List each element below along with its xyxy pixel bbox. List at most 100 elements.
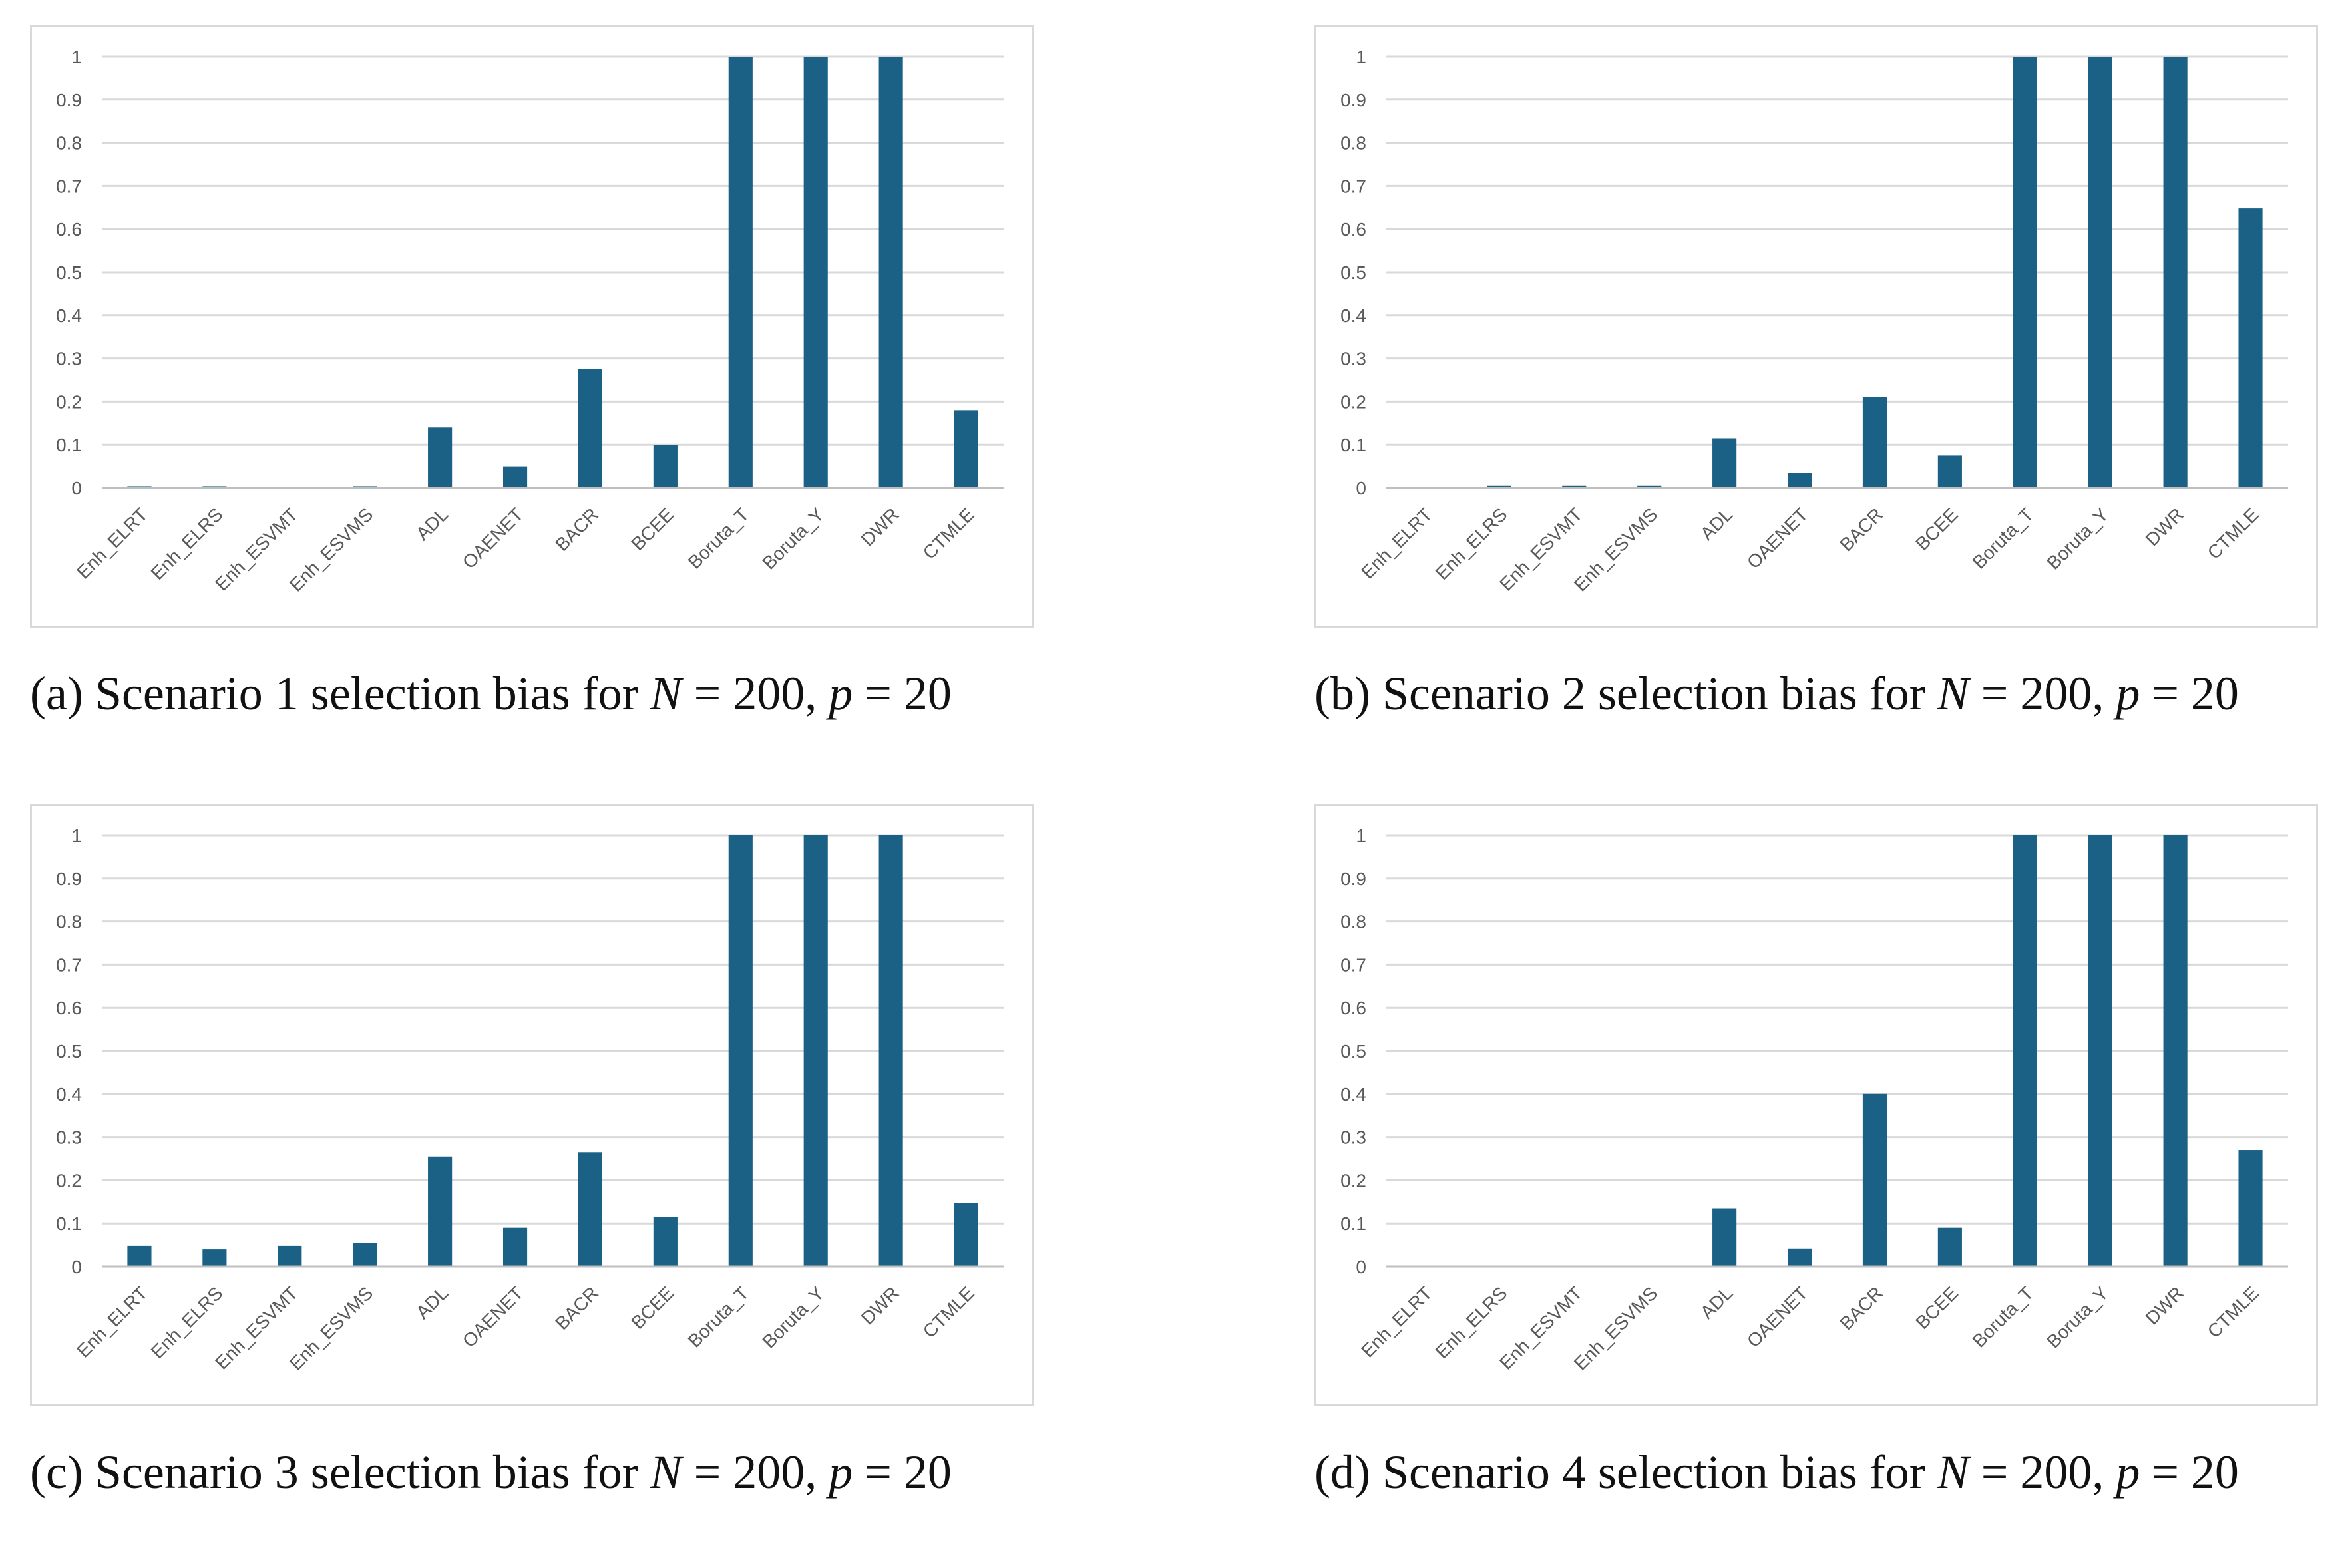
- chart-panel-d: 0 0.1 0.2 0.3 0.4 0.5 0.6 0.7 0.8 0.9 1 Enh_ELRT Enh…: [1314, 804, 2340, 1500]
- y-tick-label: 0.6: [56, 998, 82, 1018]
- caption-p-symbol: p: [829, 1446, 853, 1499]
- x-tick-label: CTMLE: [919, 1282, 978, 1342]
- bar-bacr: [1862, 397, 1887, 488]
- x-tick-label: Enh_ELRT: [1357, 504, 1436, 582]
- y-tick-label: 0.1: [56, 435, 82, 455]
- x-tick-label: OAENET: [1743, 504, 1812, 572]
- x-tick-label: OAENET: [1743, 1282, 1812, 1351]
- x-tick-label: BACR: [551, 504, 602, 555]
- y-tick-label: 0.2: [56, 1170, 82, 1191]
- x-tick-label: ADL: [412, 1282, 452, 1322]
- x-tick-label: Enh_ELRS: [147, 504, 227, 584]
- x-tick-label: CTMLE: [2204, 504, 2263, 563]
- x-tick-label: DWR: [2142, 1282, 2188, 1328]
- y-tick-label: 0.8: [1340, 133, 1366, 154]
- x-tick-label: DWR: [2142, 504, 2188, 550]
- y-tick-label: 1: [71, 47, 82, 67]
- x-tick-label: Enh_ELRS: [147, 1282, 227, 1362]
- y-tick-label: 0.8: [56, 133, 82, 154]
- bar-bacr: [578, 1152, 603, 1267]
- y-tick-label: 0.5: [56, 1041, 82, 1062]
- bar-ctmle: [954, 410, 978, 488]
- y-tick-label: 0.8: [1340, 912, 1366, 932]
- x-tick-label: ADL: [1696, 504, 1736, 544]
- bar-bacr: [578, 369, 603, 488]
- y-tick-label: 0.4: [56, 305, 82, 326]
- bar-boruta-y: [2088, 835, 2112, 1267]
- y-tick-label: 0: [71, 478, 82, 498]
- chart-panel-a: 0 0.1 0.2 0.3 0.4 0.5 0.6 0.7 0.8 0.9 1 Enh_ELRT Enh…: [30, 25, 1068, 721]
- bar-bcee: [1937, 1227, 1962, 1267]
- x-tick-label: BCEE: [627, 504, 678, 554]
- x-tick-label: BCEE: [1911, 504, 1962, 554]
- bar-chart-d: 0 0.1 0.2 0.3 0.4 0.5 0.6 0.7 0.8 0.9 1 Enh_ELRTEnh…: [1340, 825, 2288, 1374]
- bar-boruta-t: [728, 57, 753, 488]
- x-tick-label: CTMLE: [2204, 1282, 2263, 1342]
- bar-boruta-y: [803, 57, 828, 488]
- y-tick-label: 0.2: [1340, 391, 1366, 412]
- bar-boruta-t: [728, 835, 753, 1267]
- x-tick-label: DWR: [857, 504, 903, 550]
- y-tick-label: 0.6: [56, 219, 82, 240]
- bar-adl: [428, 1156, 453, 1267]
- y-tick-label: 0.4: [1340, 305, 1366, 326]
- y-tick-label: 0.7: [1340, 954, 1366, 975]
- bar-dwr: [2163, 835, 2188, 1267]
- x-tick-label: CTMLE: [919, 504, 978, 563]
- y-tick-label: 1: [1356, 825, 1366, 846]
- bar-chart-c: 0 0.1 0.2 0.3 0.4 0.5 0.6 0.7 0.8 0.9 1 Enh_ELRTEnh…: [56, 825, 1004, 1374]
- chart-panel-b: 0 0.1 0.2 0.3 0.4 0.5 0.6 0.7 0.8 0.9 1 Enh_ELRT Enh…: [1314, 25, 2340, 721]
- bar-ctmle: [2238, 208, 2263, 488]
- bar-boruta-t: [2013, 835, 2037, 1267]
- bar-ctmle: [2238, 1150, 2263, 1267]
- bar-boruta-y: [2088, 57, 2112, 488]
- y-tick-label: 0.5: [1340, 262, 1366, 283]
- y-tick-label: 0.6: [1340, 219, 1366, 240]
- chart-caption: (c) Scenario 3 selection bias for N = 20…: [30, 1445, 1068, 1500]
- chart-caption: (b) Scenario 2 selection bias for N = 20…: [1314, 666, 2340, 721]
- y-tick-label: 0.9: [1340, 90, 1366, 110]
- y-tick-label: 0: [1356, 478, 1366, 498]
- bar-enh-esvms: [353, 1243, 377, 1267]
- bar-boruta-t: [2013, 57, 2037, 488]
- x-tick-label: Boruta_T: [684, 504, 753, 572]
- caption-n-symbol: N: [1937, 667, 1969, 720]
- caption-n-symbol: N: [1937, 1446, 1969, 1499]
- bar-bcee: [653, 1217, 678, 1267]
- chart-frame: 0 0.1 0.2 0.3 0.4 0.5 0.6 0.7 0.8 0.9 1 Enh_ELRT Enh…: [30, 804, 1034, 1406]
- chart-frame: 0 0.1 0.2 0.3 0.4 0.5 0.6 0.7 0.8 0.9 1 Enh_ELRT Enh…: [1314, 804, 2318, 1406]
- y-tick-label: 0: [1356, 1257, 1366, 1277]
- y-tick-label: 0.8: [56, 912, 82, 932]
- bar-enh-elrs: [1487, 485, 1511, 488]
- caption-n-symbol: N: [650, 667, 682, 720]
- x-tick-label: Boruta_T: [1969, 504, 2037, 572]
- caption-p-value: = 20: [2140, 1446, 2239, 1499]
- chart-panel-c: 0 0.1 0.2 0.3 0.4 0.5 0.6 0.7 0.8 0.9 1 Enh_ELRT Enh…: [30, 804, 1068, 1500]
- caption-n-value: = 200,: [1969, 667, 2116, 720]
- bar-bcee: [653, 445, 678, 488]
- x-tick-label: Boruta_T: [1969, 1282, 2037, 1351]
- x-tick-label: Boruta_Y: [758, 504, 828, 574]
- caption-n-value: = 200,: [682, 1446, 829, 1499]
- y-tick-label: 0.1: [56, 1213, 82, 1234]
- bar-enh-esvms: [1637, 485, 1662, 488]
- caption-n-value: = 200,: [682, 667, 829, 720]
- bar-oaenet: [502, 466, 528, 488]
- bar-oaenet: [1787, 1248, 1812, 1267]
- bar-chart-a: 0 0.1 0.2 0.3 0.4 0.5 0.6 0.7 0.8 0.9 1 Enh_ELRTEnh…: [56, 47, 1004, 596]
- bar-bcee: [1937, 455, 1962, 488]
- chart-caption: (a) Scenario 1 selection bias for N = 20…: [30, 666, 1068, 721]
- caption-n-symbol: N: [650, 1446, 682, 1499]
- y-tick-label: 0.5: [1340, 1041, 1366, 1062]
- caption-text: (b) Scenario 2 selection bias for: [1314, 667, 1937, 720]
- x-tick-label: BACR: [1836, 1282, 1887, 1334]
- y-tick-label: 0.4: [1340, 1084, 1366, 1105]
- x-tick-label: Enh_ELRS: [1432, 1282, 1511, 1362]
- bar-dwr: [2163, 57, 2188, 488]
- bar-adl: [428, 427, 453, 488]
- x-tick-label: Boruta_Y: [2043, 1282, 2112, 1352]
- y-tick-label: 0.3: [56, 1127, 82, 1148]
- y-tick-label: 1: [1356, 47, 1366, 67]
- y-tick-label: 0.7: [1340, 176, 1366, 196]
- chart-frame: 0 0.1 0.2 0.3 0.4 0.5 0.6 0.7 0.8 0.9 1 Enh_ELRT Enh…: [1314, 25, 2318, 628]
